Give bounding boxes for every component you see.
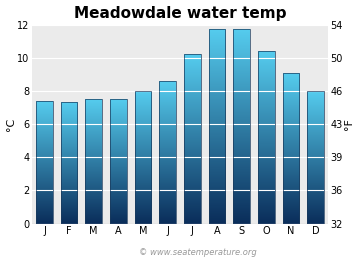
Bar [233, 29, 250, 224]
Bar [307, 91, 324, 224]
Bar [258, 51, 275, 224]
Bar [135, 91, 152, 224]
Y-axis label: °C: °C [5, 118, 15, 131]
Bar [184, 54, 201, 224]
Bar [85, 99, 102, 224]
Y-axis label: °F: °F [345, 118, 355, 130]
Bar [283, 73, 299, 224]
Title: Meadowdale water temp: Meadowdale water temp [74, 5, 286, 21]
Bar [159, 81, 176, 224]
Text: © www.seatemperature.org: © www.seatemperature.org [139, 248, 257, 257]
Bar [36, 101, 53, 224]
Bar [110, 99, 127, 224]
Bar [208, 29, 225, 224]
Bar [61, 102, 77, 224]
